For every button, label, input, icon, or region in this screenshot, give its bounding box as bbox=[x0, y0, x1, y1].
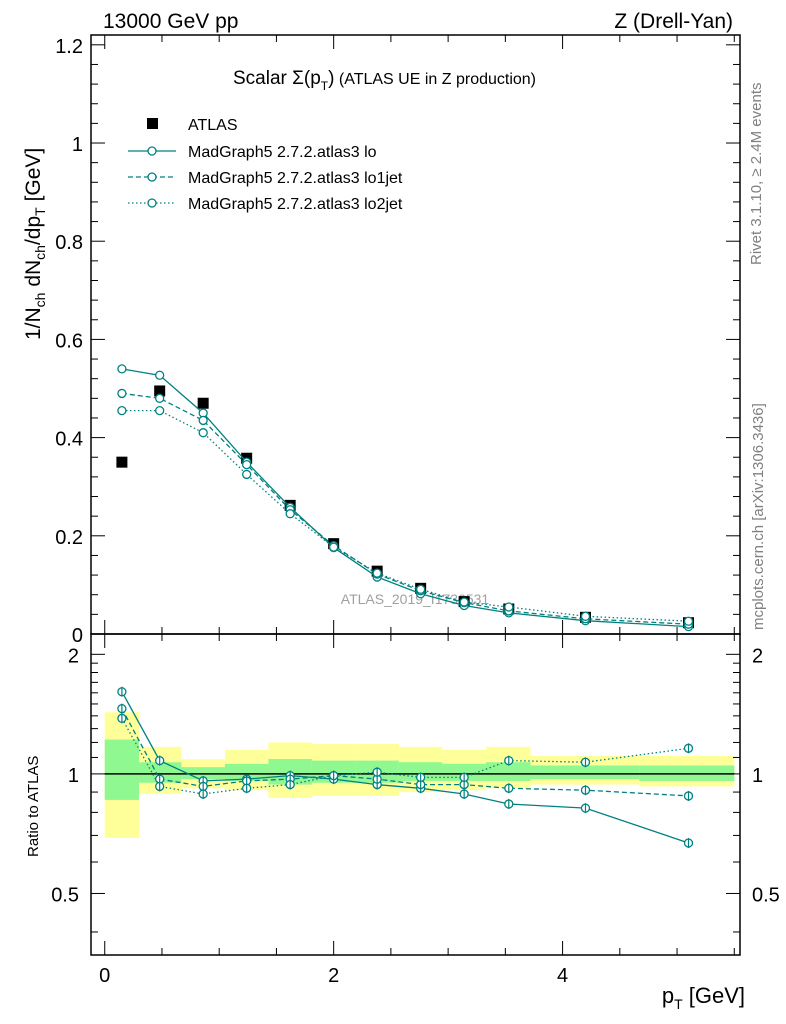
atlas-data-point bbox=[154, 385, 166, 397]
ratio-panel-ticks: 0.5 0.5 1 1 2 2 0 2 4 bbox=[51, 634, 780, 987]
atlas-data-point bbox=[197, 397, 209, 409]
mc-point-dotted bbox=[504, 602, 514, 612]
legend-marker-lo2jet bbox=[147, 198, 157, 208]
mc-point-dashed bbox=[242, 459, 252, 470]
mc-point-dotted bbox=[117, 405, 127, 416]
mc-point-dotted bbox=[329, 542, 339, 552]
rivet-version-label: Rivet 3.1.10, ≥ 2.4M events bbox=[748, 83, 765, 266]
main-y-tick-label: 0.2 bbox=[55, 527, 83, 549]
main-y-tick-label: 0.8 bbox=[55, 232, 83, 254]
ratio-y-tick-label-right: 2 bbox=[752, 645, 763, 667]
ratio-line-dashed bbox=[121, 708, 689, 797]
ratio-line-dotted bbox=[121, 717, 689, 795]
ratio-y-tick-label: 1 bbox=[68, 765, 79, 787]
ratio-line-solid bbox=[121, 691, 689, 844]
mc-point-dotted bbox=[372, 568, 382, 578]
ratio-y-tick-label-right: 1 bbox=[752, 765, 763, 787]
mc-point-dashed bbox=[117, 388, 127, 399]
legend: ATLAS MadGraph5 2.7.2.atlas3 lo MadGraph… bbox=[128, 117, 403, 213]
legend-marker-atlas bbox=[147, 118, 158, 129]
ratio-uncertainty-bands bbox=[104, 712, 735, 838]
main-y-tick-label: 1.2 bbox=[55, 36, 83, 58]
ratio-band-green bbox=[485, 762, 531, 781]
ratio-band-green bbox=[104, 739, 140, 800]
mc-line-dotted bbox=[121, 409, 689, 622]
mc-point-dotted bbox=[580, 611, 591, 621]
mc-point-dotted bbox=[242, 469, 252, 480]
main-y-axis-label: 1/Nch dNch/dpT [GeV] bbox=[22, 148, 48, 340]
header-energy: 13000 GeV pp bbox=[103, 10, 238, 33]
mc-point-dotted bbox=[155, 405, 165, 416]
ratio-band-green bbox=[224, 763, 269, 781]
legend-label-atlas: ATLAS bbox=[188, 117, 238, 134]
x-tick-label: 0 bbox=[99, 965, 110, 987]
mc-point-dashed bbox=[198, 415, 208, 426]
ratio-band-green bbox=[530, 765, 640, 780]
header-process: Z (Drell-Yan) bbox=[614, 10, 733, 33]
mc-point-dotted bbox=[198, 428, 208, 438]
main-panel-series bbox=[116, 364, 694, 632]
mc-point-dotted bbox=[459, 597, 469, 607]
ratio-panel-frame bbox=[90, 633, 741, 956]
mc-line-solid bbox=[121, 368, 689, 628]
mc-line-dashed bbox=[121, 392, 689, 625]
legend-label-lo2jet: MadGraph5 2.7.2.atlas3 lo2jet bbox=[188, 196, 403, 213]
mc-point-dotted bbox=[285, 509, 295, 519]
main-panel-ticks: 0 0.2 0.4 0.6 0.8 1 1.2 bbox=[55, 35, 740, 647]
mc-point-solid bbox=[155, 370, 165, 380]
atlas-data-point bbox=[116, 456, 128, 468]
analysis-watermark: ATLAS_2019_I1736531 bbox=[341, 591, 490, 607]
x-tick-label: 2 bbox=[328, 965, 339, 987]
mcplots-label: mcplots.cern.ch [arXiv:1306.3436] bbox=[750, 403, 767, 630]
legend-label-lo1jet: MadGraph5 2.7.2.atlas3 lo1jet bbox=[188, 170, 403, 187]
mc-point-dashed bbox=[155, 393, 165, 403]
legend-marker-lo bbox=[147, 146, 157, 156]
plot-title: Scalar Σ(pT) (ATLAS UE in Z production) bbox=[233, 68, 536, 93]
ratio-y-tick-label: 2 bbox=[68, 645, 79, 667]
ratio-y-tick-label-right: 0.5 bbox=[752, 884, 780, 906]
mc-point-dotted bbox=[683, 616, 694, 626]
x-tick-label: 4 bbox=[557, 965, 568, 987]
main-y-tick-label: 0 bbox=[72, 625, 83, 647]
legend-marker-lo1jet bbox=[147, 172, 157, 182]
mc-point-dotted bbox=[416, 584, 426, 594]
ratio-panel-series bbox=[117, 686, 694, 848]
ratio-y-axis-label: Ratio to ATLAS bbox=[25, 756, 42, 857]
mc-point-solid bbox=[117, 364, 127, 374]
main-y-tick-label: 0.4 bbox=[55, 429, 83, 451]
legend-label-lo: MadGraph5 2.7.2.atlas3 lo bbox=[188, 144, 377, 161]
ratio-band-green bbox=[398, 762, 443, 781]
ratio-y-tick-label: 0.5 bbox=[51, 884, 79, 906]
x-axis-label: pT [GeV] bbox=[662, 983, 745, 1012]
main-y-tick-label: 0.6 bbox=[55, 330, 83, 352]
main-y-tick-label: 1 bbox=[72, 134, 83, 156]
